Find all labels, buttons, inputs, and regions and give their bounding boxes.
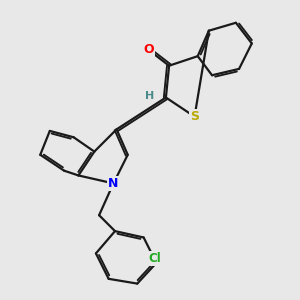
- Text: N: N: [108, 177, 118, 190]
- Text: S: S: [190, 110, 199, 123]
- Text: Cl: Cl: [148, 252, 161, 265]
- Text: H: H: [146, 91, 154, 101]
- Text: O: O: [143, 43, 154, 56]
